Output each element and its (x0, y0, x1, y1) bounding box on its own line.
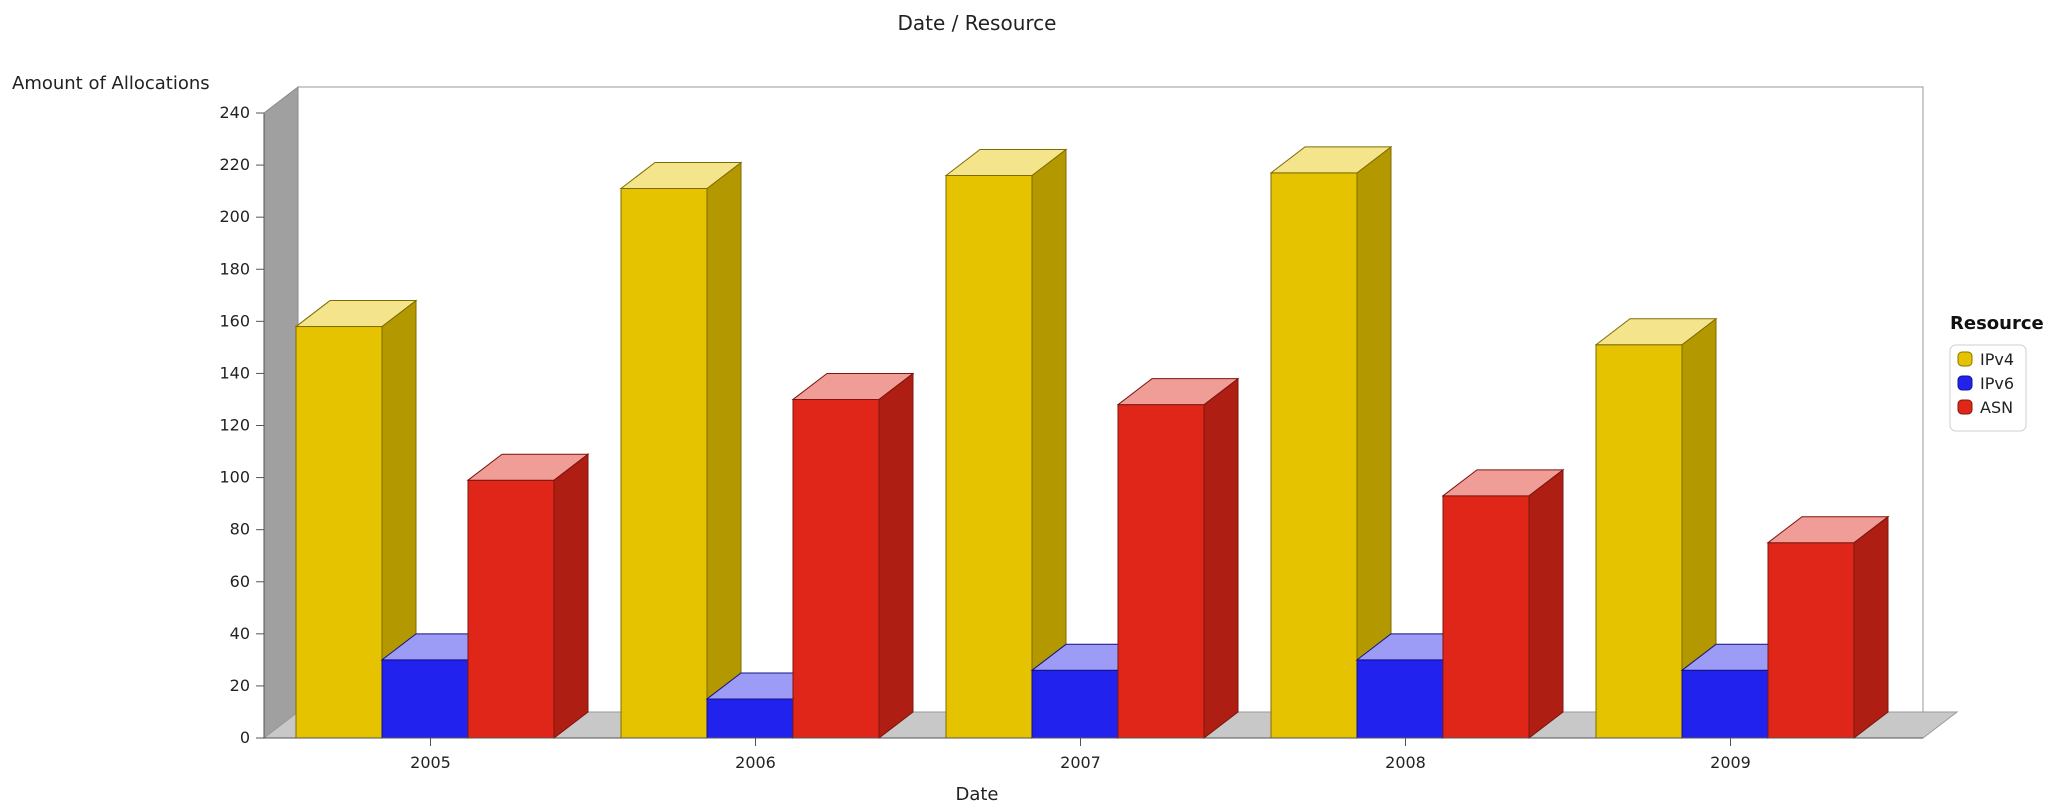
y-tick-label: 100 (219, 468, 250, 487)
bar (468, 454, 588, 738)
legend-swatch (1958, 400, 1972, 414)
legend-title: Resource (1950, 313, 2044, 334)
y-tick-label: 200 (219, 207, 250, 226)
bar (1768, 517, 1888, 738)
bar-front (1357, 660, 1443, 738)
x-tick-label: 2005 (410, 753, 451, 772)
y-tick-label: 20 (230, 676, 250, 695)
bar-side (879, 373, 913, 738)
y-tick-label: 120 (219, 416, 250, 435)
x-axis: 2005 2006 2007 2008 2009 (264, 738, 1923, 772)
bar-front (1443, 496, 1529, 738)
legend-item-label: ASN (1980, 398, 2013, 417)
y-tick-label: 140 (219, 363, 250, 382)
legend-swatch (1958, 352, 1972, 366)
bar-front (1682, 670, 1768, 738)
y-tick-label: 40 (230, 624, 250, 643)
y-tick-label: 180 (219, 259, 250, 278)
x-tick-label: 2009 (1710, 753, 1751, 772)
legend: Resource IPv4 IPv6 ASN (1950, 313, 2044, 431)
bar (793, 373, 913, 738)
y-tick-label: 0 (240, 728, 250, 747)
y-axis: 0 20 40 60 80 100 120 140 160 180 200 220 240 (219, 103, 264, 747)
x-tick-label: 2006 (735, 753, 776, 772)
bar-side (707, 163, 741, 738)
bar-front (468, 480, 554, 738)
y-tick-label: 80 (230, 520, 250, 539)
legend-item-label: IPv6 (1980, 374, 2014, 393)
legend-item-label: IPv4 (1980, 350, 2014, 369)
bar-front (946, 176, 1032, 739)
bar (1443, 470, 1563, 738)
bar-front (621, 189, 707, 738)
y-tick-label: 240 (219, 103, 250, 122)
bar-side (1529, 470, 1563, 738)
bar (621, 163, 741, 738)
chart-title: Date / Resource (898, 11, 1057, 35)
bar-side (1854, 517, 1888, 738)
bar-front (1768, 543, 1854, 738)
y-tick-label: 60 (230, 572, 250, 591)
side-wall (264, 87, 298, 738)
bar-front (1118, 405, 1204, 738)
x-axis-label: Date (955, 784, 998, 804)
y-tick-label: 160 (219, 311, 250, 330)
bar-front (707, 699, 793, 738)
bar-front (1271, 173, 1357, 738)
y-tick-label: 220 (219, 155, 250, 174)
bar-front (1596, 345, 1682, 738)
bar-front (296, 327, 382, 738)
legend-swatch (1958, 376, 1972, 390)
bar-side (1204, 379, 1238, 738)
bar-front (382, 660, 468, 738)
bar-front (793, 399, 879, 738)
bar (946, 150, 1066, 739)
x-tick-label: 2008 (1385, 753, 1426, 772)
bar-front (1032, 670, 1118, 738)
bar (1118, 379, 1238, 738)
bar-side (554, 454, 588, 738)
y-axis-label: Amount of Allocations (12, 73, 210, 94)
x-tick-label: 2007 (1060, 753, 1101, 772)
